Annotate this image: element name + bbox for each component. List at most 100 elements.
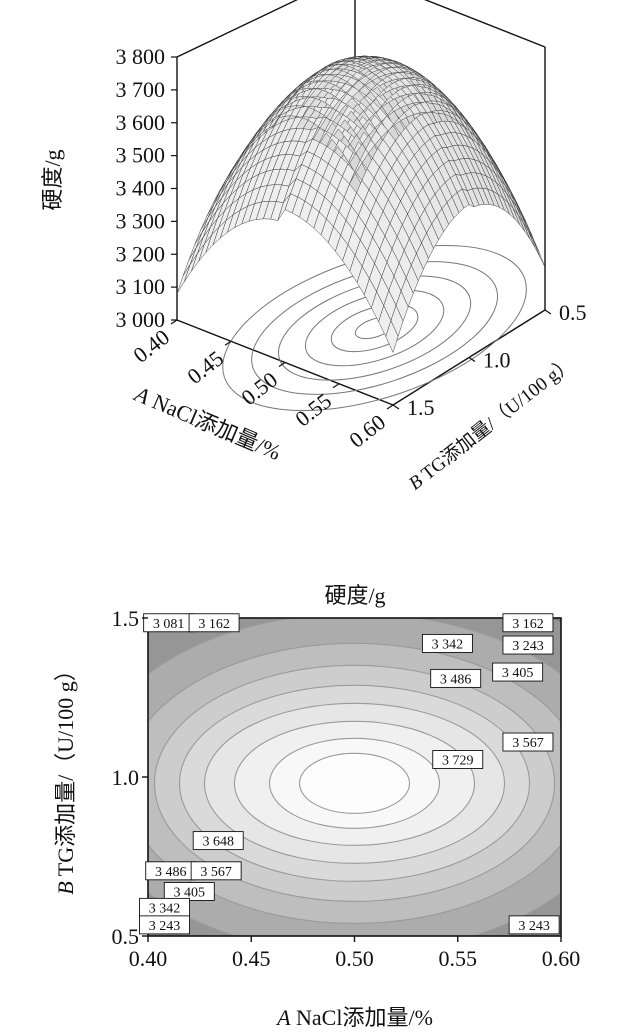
contour-value-label: 3 342 xyxy=(421,633,473,653)
contour-value-label: 3 729 xyxy=(432,750,484,769)
contour-label-text: 3 405 xyxy=(502,666,534,681)
contour-label-text: 3 243 xyxy=(512,639,544,654)
contour-ticks: 0.40 0.45 0.50 0.55 0.60 0.5 1.0 1.5 xyxy=(112,606,581,971)
contour-value-label: 3 243 xyxy=(139,915,190,935)
floor-contour-1 xyxy=(330,303,419,353)
contour-value-label: 3 342 xyxy=(139,897,190,917)
contour-line xyxy=(233,720,476,846)
contour-band xyxy=(299,753,410,814)
z-tick-label: 3 700 xyxy=(116,77,166,102)
contour-label-box xyxy=(502,635,554,655)
top-left-edge xyxy=(176,0,298,58)
contour-label-box xyxy=(502,732,554,752)
contour-value-label: 3 648 xyxy=(192,831,244,851)
x-tick-label: 0.45 xyxy=(182,345,228,388)
z-tick-label: 3 200 xyxy=(116,241,166,266)
contour-label-text: 3 486 xyxy=(155,865,187,880)
contour-value-label: 3 405 xyxy=(163,882,215,901)
contour-line xyxy=(148,642,561,924)
contour-line xyxy=(203,702,506,864)
contour-label-box xyxy=(508,915,560,935)
z-tick-label: 3 100 xyxy=(116,274,166,299)
contour-value-label: 3 567 xyxy=(502,732,554,752)
contour-line xyxy=(268,737,441,829)
contour-label-text: 3 486 xyxy=(440,672,472,687)
contour-x-tick-label: 0.45 xyxy=(232,946,271,971)
y-tick-label: 1.5 xyxy=(407,395,435,420)
contour-line xyxy=(178,684,531,882)
mesh-cell xyxy=(270,201,284,221)
contour-value-label: 3 405 xyxy=(492,662,544,682)
contour-label-text: 3 243 xyxy=(149,919,181,934)
contour-label-text: 3 567 xyxy=(512,736,544,751)
contour-value-label: 3 243 xyxy=(502,635,554,655)
contour-y-tick-label: 1.5 xyxy=(112,606,140,631)
surface-plot: 3 800 3 700 3 600 3 500 3 400 3 300 3 200 3 100… xyxy=(40,0,587,495)
top-right-edge xyxy=(424,0,546,48)
contour-value-label: 3 162 xyxy=(502,613,554,633)
contour-labels: 3 081 3 162 3 162 3 342 3 243 3 405 3 486 3 567… xyxy=(139,613,560,935)
contour-label-text: 3 162 xyxy=(198,617,230,632)
mesh-cell xyxy=(466,188,480,208)
contour-title: 硬度/g xyxy=(324,583,385,608)
contour-x-tick-label: 0.60 xyxy=(542,946,581,971)
x-tick-label: 0.60 xyxy=(344,409,390,452)
z-tick-label: 3 000 xyxy=(116,307,166,332)
contour-value-label: 3 243 xyxy=(508,915,560,935)
contour-value-label: 3 486 xyxy=(145,861,197,881)
contour-line xyxy=(298,752,411,814)
contour-value-label: 3 567 xyxy=(190,861,242,881)
x-tick-mark xyxy=(332,383,340,389)
contour-fill xyxy=(148,618,561,936)
contour-plot: 硬度/g 3 081 3 162 3 162 3 342 3 243 3 405 3 486… xyxy=(53,583,581,1030)
contour-label-text: 3 342 xyxy=(149,901,181,916)
contour-label-box xyxy=(190,861,242,881)
contour-label-text: 3 567 xyxy=(200,865,232,880)
floor-contour-2 xyxy=(304,289,445,367)
x-tick-label: 0.50 xyxy=(236,367,282,410)
mesh-cell xyxy=(533,240,546,268)
contour-x-tick-label: 0.40 xyxy=(129,946,168,971)
contour-value-label: 3 162 xyxy=(188,613,240,633)
x-tick-mark xyxy=(170,319,178,325)
contour-label-text: 3 243 xyxy=(518,919,550,934)
z-tick-label: 3 400 xyxy=(116,176,166,201)
mesh-cell xyxy=(176,264,191,294)
contour-label-text: 3 648 xyxy=(202,835,234,850)
contour-value-label: 3 486 xyxy=(430,668,482,688)
contour-label-text: 3 162 xyxy=(512,617,544,632)
contour-label-text: 3 342 xyxy=(432,637,464,652)
mesh-cell xyxy=(385,319,399,354)
contour-label-box xyxy=(139,915,190,935)
contour-x-label: A NaCl添加量/% xyxy=(275,1005,433,1030)
contour-y-tick-label: 1.0 xyxy=(112,765,140,790)
contour-label-box xyxy=(421,633,473,653)
x-tick-mark xyxy=(386,404,394,410)
contour-label-box xyxy=(430,668,482,688)
contour-x-tick-label: 0.50 xyxy=(335,946,374,971)
contour-x-tick-label: 0.55 xyxy=(439,946,478,971)
contour-label-text: 3 729 xyxy=(442,754,474,769)
contour-label-box xyxy=(492,662,544,682)
contour-line xyxy=(153,664,556,902)
z-tick-label: 3 800 xyxy=(116,44,166,69)
y-tick-label: 0.5 xyxy=(559,300,587,325)
contour-y-tick-label: 0.5 xyxy=(112,924,140,949)
mesh-cell xyxy=(523,222,536,248)
contour-label-text: 3 405 xyxy=(174,885,206,900)
contour-label-box xyxy=(188,613,240,633)
surface-mesh xyxy=(176,55,546,354)
surface-z-label: 硬度/g xyxy=(40,149,65,210)
x-tick-mark xyxy=(224,340,232,346)
contour-y-label: B TG添加量/（U/100 g） xyxy=(53,659,78,895)
y-tick-mark xyxy=(544,309,552,315)
z-tick-label: 3 500 xyxy=(116,143,166,168)
x-tick-mark xyxy=(278,362,286,367)
z-tick-label: 3 300 xyxy=(116,208,166,233)
y-tick-mark xyxy=(392,404,400,410)
contour-label-box xyxy=(192,831,244,851)
contour-lines xyxy=(148,618,561,936)
y-tick-label: 1.0 xyxy=(483,348,511,373)
z-tick-label: 3 600 xyxy=(116,110,166,135)
